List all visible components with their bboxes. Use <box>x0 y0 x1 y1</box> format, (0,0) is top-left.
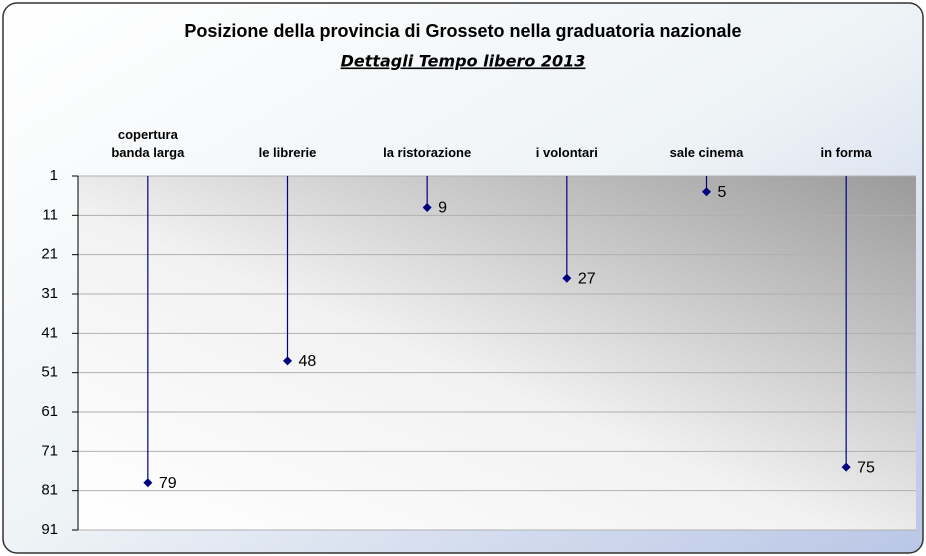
category-label: copertura banda larga <box>111 127 185 160</box>
marker <box>562 273 572 283</box>
data-label: 5 <box>718 184 727 201</box>
category-label: i volontari <box>535 145 598 160</box>
data-label: 48 <box>299 353 317 370</box>
y-tick-label: 81 <box>41 482 58 499</box>
marker <box>283 356 292 366</box>
plot-area <box>78 176 916 530</box>
y-tick-label: 61 <box>41 403 58 420</box>
y-tick-label: 31 <box>41 285 58 302</box>
data-label: 75 <box>857 459 875 476</box>
y-tick-label: 71 <box>41 442 58 459</box>
y-tick-label: 11 <box>42 206 58 223</box>
category-label: le librerie <box>258 145 317 160</box>
data-label: 9 <box>438 200 447 217</box>
category-label: sale cinema <box>669 145 744 160</box>
y-tick-label: 91 <box>41 521 58 538</box>
marker <box>422 202 432 212</box>
marker <box>841 462 851 472</box>
category-label: in forma <box>820 145 872 160</box>
marker <box>143 478 153 488</box>
y-tick-label: 1 <box>50 167 58 184</box>
chart-subtitle: Dettagli Tempo libero 2013 <box>341 52 586 71</box>
y-tick-label: 51 <box>41 364 58 381</box>
y-tick-label: 21 <box>41 246 58 263</box>
marker <box>702 187 711 197</box>
data-label: 27 <box>578 270 596 287</box>
y-tick-label: 41 <box>41 324 58 341</box>
data-label: 79 <box>159 475 177 492</box>
chart-title: Posizione della provincia di Grosseto ne… <box>184 21 741 41</box>
category-label: la ristorazione <box>383 145 472 160</box>
